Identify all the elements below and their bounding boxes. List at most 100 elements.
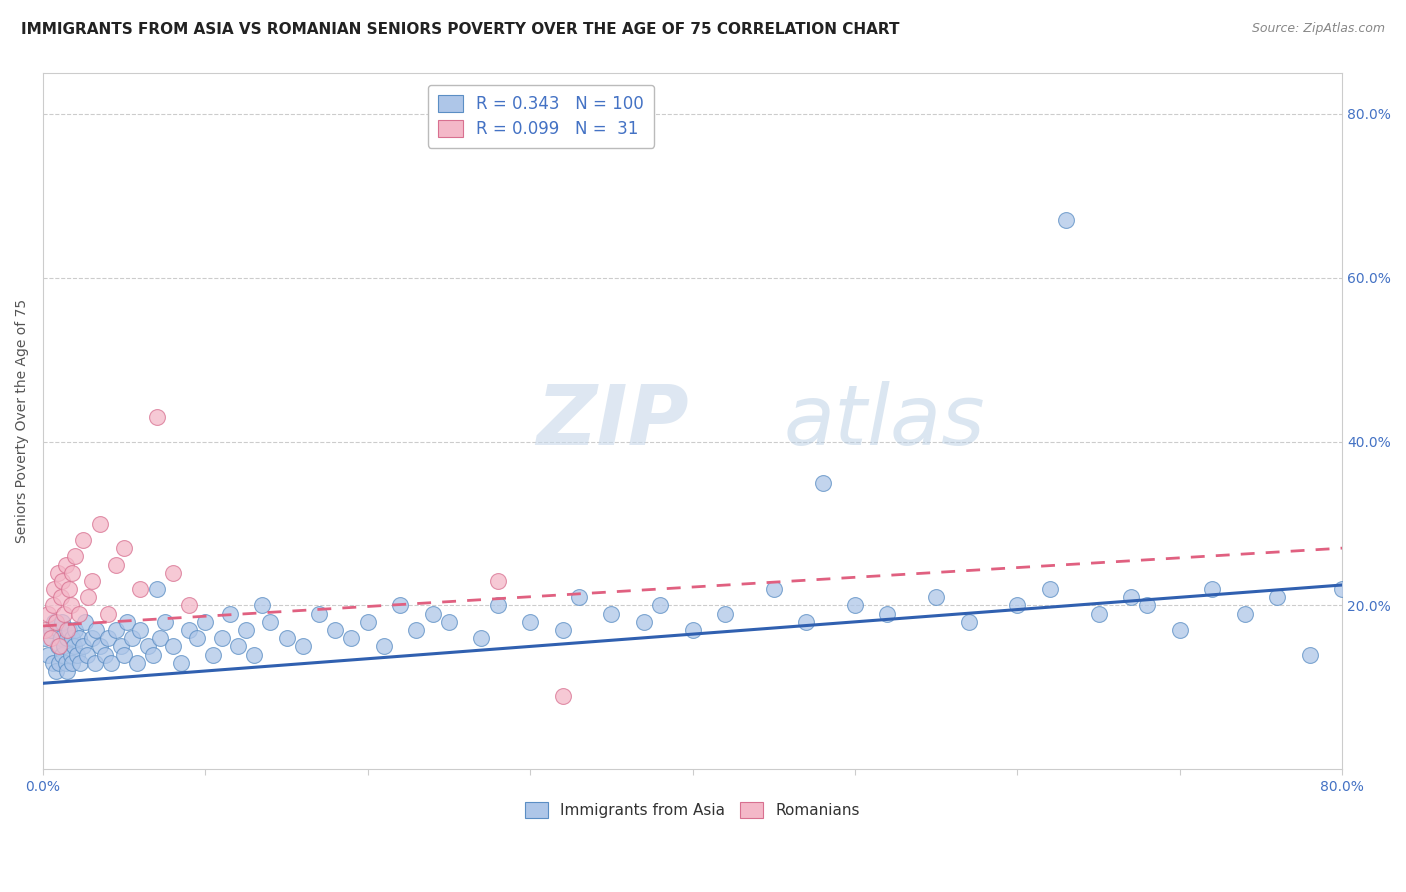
Point — [51, 615, 73, 629]
Point — [844, 599, 866, 613]
Point — [112, 648, 135, 662]
Point — [86, 623, 108, 637]
Point — [60, 632, 83, 646]
Point — [138, 640, 160, 654]
Point — [202, 648, 225, 662]
Point — [1039, 582, 1062, 596]
Point — [519, 615, 541, 629]
Point — [1119, 591, 1142, 605]
Point — [551, 689, 574, 703]
Point — [89, 640, 111, 654]
Point — [259, 615, 281, 629]
Point — [48, 656, 70, 670]
Point — [308, 607, 330, 621]
Point — [194, 615, 217, 629]
Point — [162, 640, 184, 654]
Point — [112, 541, 135, 555]
Point — [145, 410, 167, 425]
Point — [83, 656, 105, 670]
Point — [39, 623, 62, 637]
Point — [37, 607, 59, 621]
Point — [957, 615, 980, 629]
Point — [66, 648, 89, 662]
Point — [45, 664, 67, 678]
Point — [129, 582, 152, 596]
Point — [117, 615, 139, 629]
Point — [186, 632, 208, 646]
Point — [127, 656, 149, 670]
Point — [56, 664, 79, 678]
Point — [46, 566, 69, 580]
Point — [53, 640, 76, 654]
Point — [1087, 607, 1109, 621]
Point — [373, 640, 395, 654]
Y-axis label: Seniors Poverty Over the Age of 75: Seniors Poverty Over the Age of 75 — [15, 299, 30, 543]
Point — [59, 648, 82, 662]
Point — [153, 615, 176, 629]
Point — [76, 648, 98, 662]
Point — [226, 640, 249, 654]
Point — [89, 516, 111, 531]
Point — [1054, 213, 1077, 227]
Point — [1007, 599, 1029, 613]
Point — [34, 632, 56, 646]
Point — [44, 615, 66, 629]
Point — [69, 656, 91, 670]
Point — [389, 599, 412, 613]
Point — [145, 582, 167, 596]
Point — [48, 640, 70, 654]
Point — [1233, 607, 1256, 621]
Point — [648, 599, 671, 613]
Point — [97, 632, 120, 646]
Point — [129, 623, 152, 637]
Point — [51, 648, 73, 662]
Point — [41, 656, 63, 670]
Point — [405, 623, 427, 637]
Point — [60, 656, 83, 670]
Point — [876, 607, 898, 621]
Point — [177, 599, 200, 613]
Point — [340, 632, 363, 646]
Point — [49, 632, 72, 646]
Point — [75, 615, 97, 629]
Point — [357, 615, 380, 629]
Point — [1331, 582, 1354, 596]
Point — [142, 648, 165, 662]
Point — [49, 591, 72, 605]
Point — [51, 574, 73, 588]
Point — [682, 623, 704, 637]
Point — [177, 623, 200, 637]
Text: ZIP: ZIP — [537, 381, 689, 462]
Point — [276, 632, 298, 646]
Point — [46, 640, 69, 654]
Point — [170, 656, 193, 670]
Point — [1201, 582, 1223, 596]
Point — [67, 632, 90, 646]
Point — [45, 615, 67, 629]
Point — [211, 632, 233, 646]
Point — [1265, 591, 1288, 605]
Point — [1168, 623, 1191, 637]
Point — [600, 607, 623, 621]
Point — [72, 533, 94, 547]
Point — [65, 549, 87, 564]
Point — [37, 648, 59, 662]
Point — [794, 615, 817, 629]
Point — [243, 648, 266, 662]
Point — [568, 591, 591, 605]
Point — [149, 632, 172, 646]
Point — [925, 591, 948, 605]
Point — [104, 623, 127, 637]
Point — [41, 599, 63, 613]
Point — [470, 632, 492, 646]
Point — [77, 591, 100, 605]
Point — [65, 623, 87, 637]
Point — [762, 582, 785, 596]
Point — [162, 566, 184, 580]
Point — [80, 574, 103, 588]
Point — [80, 632, 103, 646]
Point — [62, 640, 84, 654]
Point — [55, 656, 77, 670]
Point — [93, 648, 115, 662]
Point — [486, 599, 509, 613]
